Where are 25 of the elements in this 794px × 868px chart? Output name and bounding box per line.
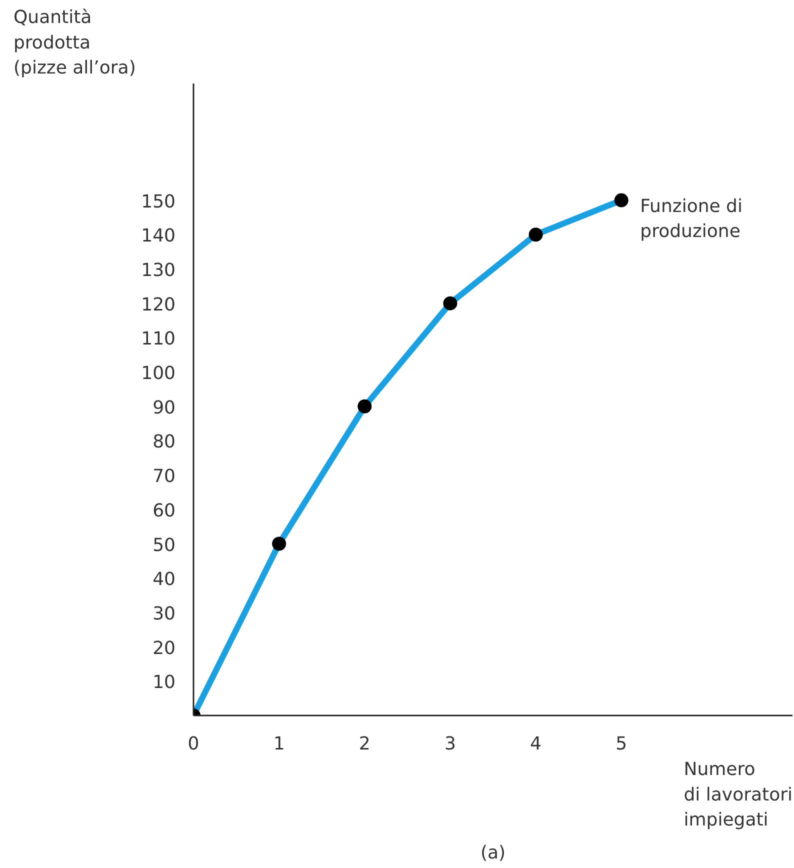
- annotation: Funzione di produzione: [640, 196, 742, 242]
- x-axis-title: Numero di lavoratori impiegati: [684, 759, 793, 830]
- y-tick-label: 10: [152, 672, 176, 694]
- y-tick-label: 60: [152, 500, 176, 522]
- y-tick-label: 20: [152, 638, 176, 659]
- y-tick-label: 130: [141, 260, 176, 281]
- text: (a): [480, 842, 506, 864]
- x-tick-label: 2: [358, 734, 370, 754]
- x-tick-label: 5: [616, 734, 628, 754]
- y-tick-label: 80: [152, 432, 176, 453]
- y-tick-label: 150: [141, 191, 176, 212]
- y-tick-label: 70: [152, 466, 176, 488]
- x-tick-label: 4: [530, 734, 542, 754]
- x-tick-label: 0: [188, 734, 200, 754]
- y-tick-label: 110: [141, 328, 176, 350]
- y-tick-label: 140: [141, 226, 176, 247]
- y-tick-label: 50: [152, 534, 176, 556]
- y-tick-label: 100: [141, 363, 176, 384]
- y-tick-label: 40: [152, 569, 176, 590]
- y-tick-label: 90: [152, 397, 176, 418]
- y-tick-label: 120: [141, 294, 176, 316]
- x-tick-label: 1: [273, 734, 285, 754]
- y-axis-title: Quantità prodotta (pizze all’ora): [14, 7, 136, 78]
- y-tick-label: 30: [152, 603, 176, 624]
- x-tick-label: 3: [444, 734, 456, 754]
